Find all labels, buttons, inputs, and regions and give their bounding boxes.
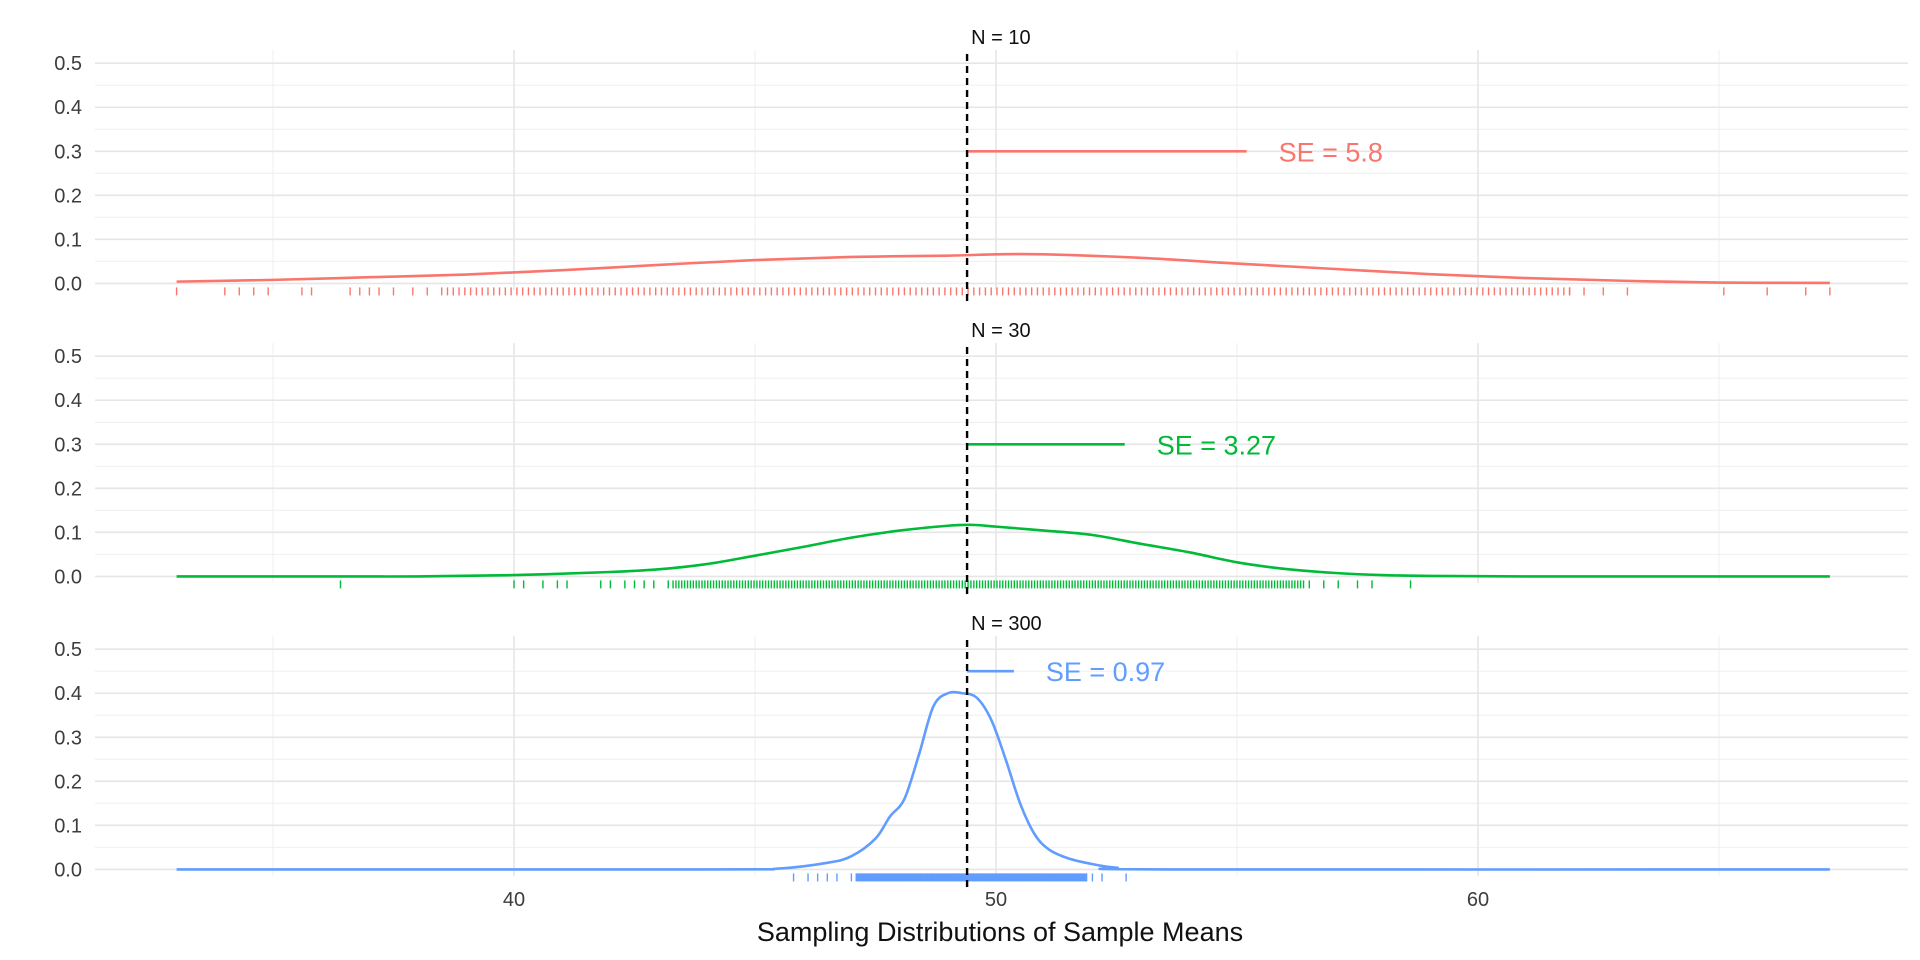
y-tick-label: 0.5 [54, 53, 82, 75]
se-label: SE = 5.8 [1279, 137, 1383, 167]
density-curve [176, 690, 1830, 871]
panel-title: N = 300 [971, 613, 1042, 635]
y-tick-label: 0.1 [54, 229, 82, 251]
panel-0: 0.0 0.1 0.2 0.3 0.4 0.5 N = 10 SE = 5.8 [54, 27, 1908, 302]
y-tick-label: 0.3 [54, 434, 82, 456]
y-tick-label: 0.4 [54, 683, 82, 705]
y-tick-label: 0.5 [54, 639, 82, 661]
y-tick-label: 0.1 [54, 815, 82, 837]
panel-1: 0.0 0.1 0.2 0.3 0.4 0.5 N = 30 SE = 3.27 [54, 320, 1908, 595]
panel-title: N = 10 [971, 27, 1030, 49]
x-tick-label: 60 [1467, 889, 1489, 911]
panel-title: N = 30 [971, 320, 1030, 342]
y-tick-label: 0.3 [54, 141, 82, 163]
y-tick-label: 0.4 [54, 97, 82, 119]
y-tick-label: 0.0 [54, 566, 82, 588]
y-tick-label: 0.2 [54, 478, 82, 500]
x-axis-title: Sampling Distributions of Sample Means [757, 917, 1243, 947]
y-tick-label: 0.0 [54, 273, 82, 295]
x-tick-label: 40 [503, 889, 525, 911]
y-tick-label: 0.0 [54, 859, 82, 881]
y-tick-label: 0.2 [54, 771, 82, 793]
density-curve [176, 523, 1830, 578]
y-tick-label: 0.4 [54, 390, 82, 412]
y-tick-label: 0.3 [54, 727, 82, 749]
se-label: SE = 3.27 [1157, 430, 1276, 460]
se-label: SE = 0.97 [1046, 657, 1165, 687]
y-tick-label: 0.5 [54, 346, 82, 368]
y-tick-label: 0.2 [54, 185, 82, 207]
density-curve [176, 252, 1830, 285]
x-tick-label: 50 [985, 889, 1007, 911]
y-tick-label: 0.1 [54, 522, 82, 544]
